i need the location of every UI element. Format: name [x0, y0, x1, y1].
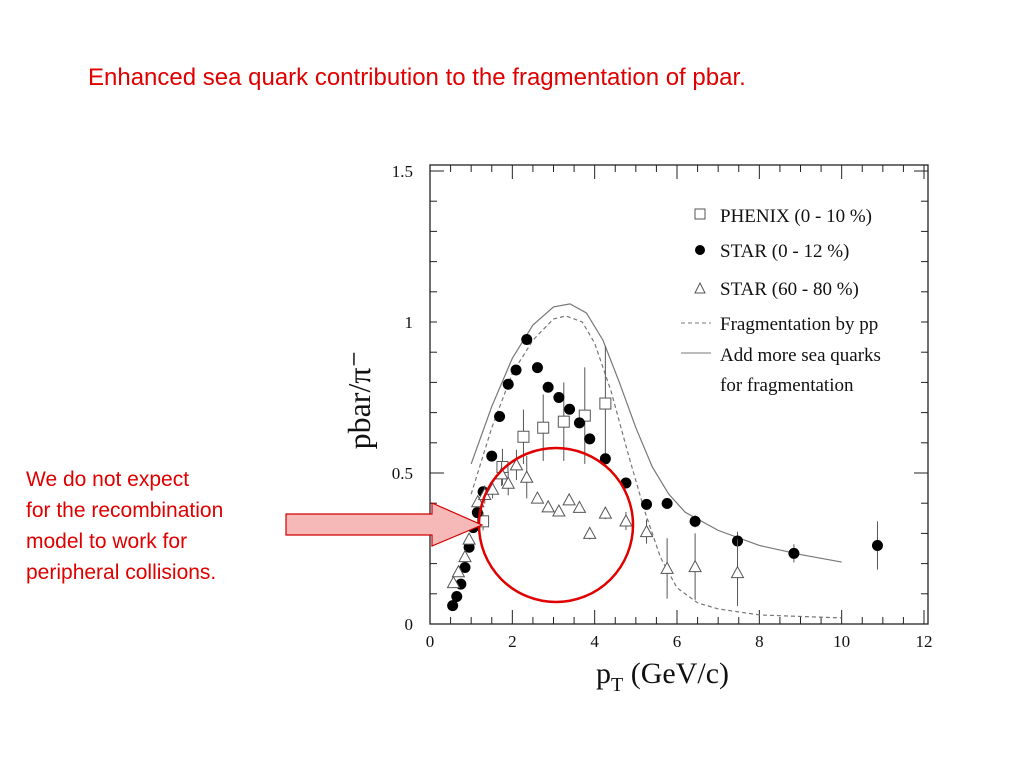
star-central-point: [661, 498, 673, 510]
star-peripheral-point: [598, 506, 613, 519]
star-peripheral-point: [509, 457, 524, 471]
star-peripheral-point: [530, 491, 545, 504]
star-central-point: [584, 433, 596, 445]
legend-label: STAR (60 - 80 %): [720, 279, 859, 300]
legend-label: for fragmentation: [720, 375, 854, 396]
plot-border: [429, 164, 929, 625]
annotation-line: for the recombination: [26, 499, 224, 522]
x-tick-label: 0: [426, 632, 435, 651]
star-peripheral-point: [541, 499, 555, 513]
star-central-point: [486, 450, 498, 462]
star-peripheral-point: [660, 561, 674, 574]
star-peripheral-point: [572, 500, 587, 513]
x-tick-label: 10: [833, 632, 850, 651]
legend-label: STAR (0 - 12 %): [720, 241, 849, 262]
x-tick-label: 4: [590, 632, 599, 651]
star-peripheral-point: [446, 575, 461, 589]
phenix-point: [517, 430, 530, 443]
star-central-point: [494, 411, 506, 423]
x-tick-label: 6: [673, 632, 682, 651]
x-axis-title-main: p: [596, 657, 611, 690]
star-peripheral-point: [451, 564, 466, 578]
data-points: [446, 334, 883, 612]
annotation-line: We do not expect: [26, 468, 190, 491]
star-peripheral-point: [485, 482, 500, 495]
star-peripheral-point: [519, 470, 534, 483]
star-central-point: [871, 539, 883, 551]
x-tick-label: 8: [755, 632, 764, 651]
phenix-point: [599, 397, 612, 410]
x-tick-label: 2: [508, 632, 517, 651]
y-tick-label: 0.5: [392, 464, 413, 483]
fragmentation-pp-curve: [470, 315, 842, 619]
phenix-point: [578, 409, 591, 422]
star-peripheral-point: [619, 513, 633, 527]
legend-label: PHENIX (0 - 10 %): [720, 206, 872, 227]
x-axis-title: pT (GeV/c): [596, 657, 729, 696]
star-central-point: [451, 591, 463, 603]
legend-marker-triangle: [694, 281, 706, 294]
star-central-point: [542, 381, 554, 393]
star-central-point: [447, 600, 459, 612]
slide-title: Enhanced sea quark contribution to the f…: [88, 64, 746, 91]
phenix-point: [477, 515, 490, 528]
star-peripheral-point: [730, 565, 745, 579]
x-axis-title-sub: T: [611, 674, 623, 696]
star-central-point: [521, 334, 533, 346]
legend-label: Fragmentation by pp: [720, 314, 878, 335]
star-peripheral-point: [639, 524, 654, 538]
y-tick-label: 0: [405, 615, 414, 634]
annotation-text: We do not expect for the recombination m…: [26, 464, 223, 588]
annotation-line: model to work for: [26, 530, 188, 553]
star-central-point: [599, 453, 611, 465]
plot-frame: 0 2 4 6 8 10 12 0 0.5 1 1.5: [392, 162, 933, 651]
legend-marker-circle: [695, 245, 705, 255]
legend-label: Add more sea quarks: [720, 345, 881, 366]
star-central-point: [564, 403, 576, 415]
star-central-point: [459, 562, 471, 574]
star-central-point: [641, 498, 653, 510]
star-central-point: [553, 392, 565, 403]
legend: PHENIX (0 - 10 %) STAR (0 - 12 %) STAR (…: [681, 206, 881, 396]
star-central-point: [788, 547, 800, 559]
star-central-point: [531, 362, 543, 374]
star-central-point: [689, 515, 701, 527]
legend-marker-square: [694, 208, 706, 220]
star-peripheral-point: [462, 532, 476, 545]
star-peripheral-point: [688, 559, 702, 573]
highlight-circle: [477, 446, 635, 604]
star-central-point: [573, 417, 585, 429]
y-axis-title: pbar/π⁻: [341, 351, 377, 450]
annotation-line: peripheral collisions.: [26, 561, 217, 584]
star-central-point: [510, 364, 522, 376]
star-central-point: [502, 378, 514, 390]
x-tick-label: 12: [916, 632, 933, 651]
phenix-point: [557, 415, 570, 428]
x-axis-title-rest: (GeV/c): [623, 657, 729, 690]
arrow-icon: [285, 502, 484, 547]
star-peripheral-point: [501, 476, 516, 489]
star-peripheral-point: [458, 549, 472, 563]
y-tick-label: 1: [405, 313, 414, 332]
star-peripheral-point: [562, 492, 576, 506]
phenix-point: [537, 421, 550, 434]
star-peripheral-point: [582, 526, 597, 539]
y-tick-label: 1.5: [392, 162, 413, 181]
star-peripheral-point: [552, 504, 566, 517]
